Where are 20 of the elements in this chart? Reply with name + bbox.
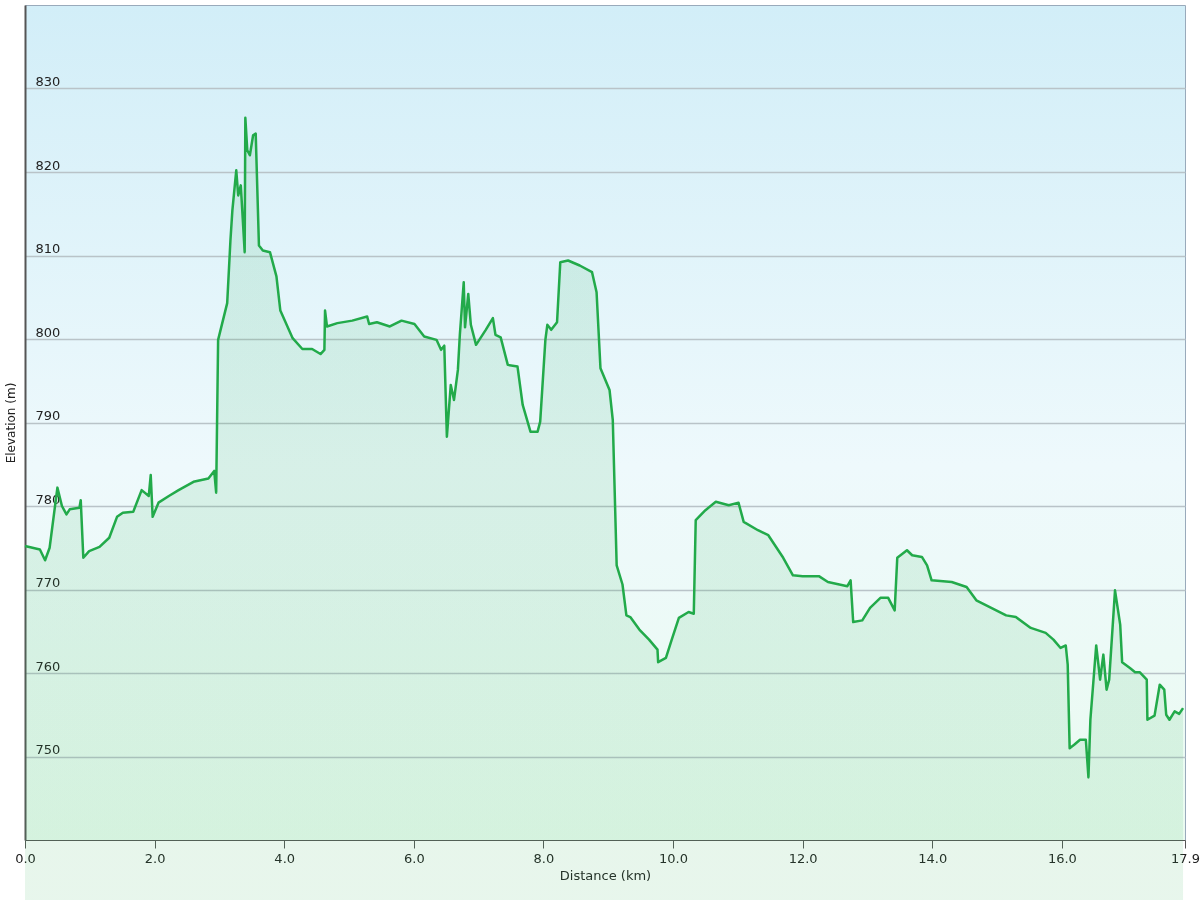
x-tick-label: 4.0 bbox=[274, 850, 296, 866]
x-tick-label: 10.0 bbox=[659, 850, 689, 866]
x-tick-label: 6.0 bbox=[403, 850, 425, 866]
x-tick-label: 14.0 bbox=[918, 850, 948, 866]
y-tick-label: 810 bbox=[35, 241, 61, 256]
x-tick-label: 16.0 bbox=[1047, 850, 1077, 866]
x-tick-label: 12.0 bbox=[788, 850, 818, 866]
y-tick-label: 750 bbox=[35, 742, 61, 757]
y-axis-title: Elevation (m) bbox=[3, 382, 18, 464]
x-tick-label: 2.0 bbox=[144, 850, 166, 866]
y-tick-label: 760 bbox=[35, 658, 61, 674]
y-tick-label: 820 bbox=[35, 157, 61, 173]
x-tick-label: 0.0 bbox=[15, 850, 36, 866]
y-tick-label: 830 bbox=[35, 74, 61, 89]
x-axis-title: Distance (km) bbox=[559, 867, 652, 883]
x-tick-label: 17.9 bbox=[1171, 850, 1200, 866]
y-tick-label: 770 bbox=[35, 575, 61, 590]
y-tick-label: 790 bbox=[35, 408, 61, 423]
y-tick-label: 800 bbox=[35, 324, 61, 340]
x-tick-label: 8.0 bbox=[533, 850, 555, 866]
